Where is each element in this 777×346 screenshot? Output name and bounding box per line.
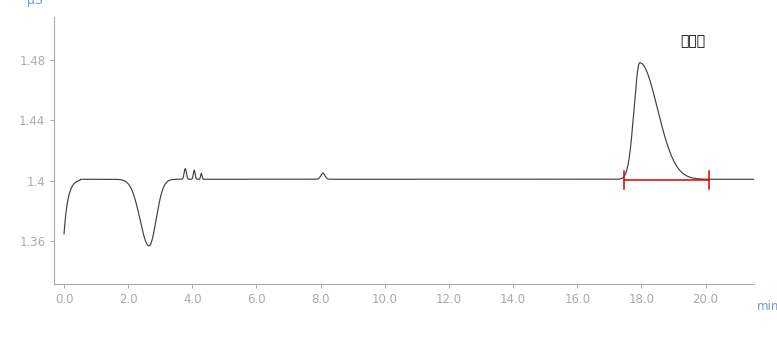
Text: 草甘膚: 草甘膚: [680, 35, 705, 48]
Text: μS: μS: [27, 0, 43, 7]
Text: min: min: [757, 300, 777, 313]
